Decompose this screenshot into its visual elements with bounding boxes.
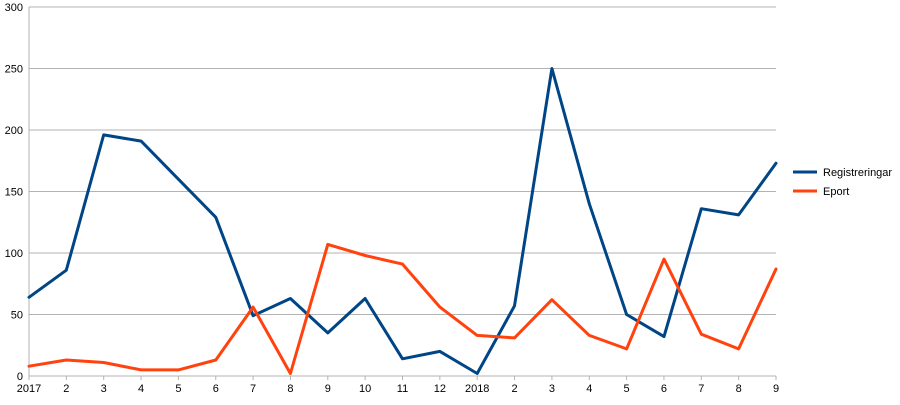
y-tick-label: 250	[5, 64, 23, 76]
data-point-eport	[700, 333, 703, 336]
data-point-eport	[662, 258, 665, 261]
data-point-registreringar	[700, 207, 703, 210]
data-point-registreringar	[438, 350, 441, 353]
series-line-eport	[27, 242, 778, 375]
data-point-eport	[438, 306, 441, 309]
data-point-eport	[588, 334, 591, 337]
data-point-eport	[625, 347, 628, 350]
x-tick-label: 6	[661, 383, 667, 395]
legend: Registreringar Eport	[793, 167, 892, 198]
x-tick-label: 7	[250, 383, 256, 395]
data-point-registreringar	[326, 331, 329, 334]
data-point-registreringar	[364, 297, 367, 300]
data-point-registreringar	[401, 357, 404, 360]
series-line-registreringar	[27, 67, 778, 375]
data-point-eport	[364, 254, 367, 257]
data-point-registreringar	[140, 140, 143, 143]
x-tick-label: 5	[624, 383, 630, 395]
data-point-registreringar	[65, 269, 68, 272]
y-tick-label: 200	[5, 125, 23, 137]
data-point-eport	[214, 359, 217, 362]
data-point-registreringar	[775, 162, 778, 165]
y-tick-label: 100	[5, 248, 23, 260]
data-point-registreringar	[550, 67, 553, 70]
data-point-eport	[140, 368, 143, 371]
data-point-eport	[252, 306, 255, 309]
data-point-eport	[775, 267, 778, 270]
x-tick-label: 4	[586, 383, 592, 395]
series	[27, 67, 778, 375]
x-tick-label: 2	[511, 383, 517, 395]
x-tick-label: 2	[63, 383, 69, 395]
x-tick-label: 8	[287, 383, 293, 395]
y-tick-label: 150	[5, 187, 23, 199]
y-tick-label: 50	[11, 310, 23, 322]
data-point-registreringar	[177, 178, 180, 181]
x-tick-label: 2018	[465, 383, 489, 395]
x-tick-label: 4	[138, 383, 144, 395]
data-point-registreringar	[476, 372, 479, 375]
data-point-registreringar	[588, 202, 591, 205]
x-tick-label: 10	[359, 383, 371, 395]
x-tick-label: 7	[698, 383, 704, 395]
data-point-registreringar	[662, 335, 665, 338]
y-tick-label: 300	[5, 2, 23, 14]
data-point-eport	[401, 263, 404, 266]
x-tick-label: 9	[773, 383, 779, 395]
data-point-eport	[102, 361, 105, 364]
x-tick-label: 3	[101, 383, 107, 395]
data-point-registreringar	[102, 133, 105, 136]
data-point-registreringar	[289, 297, 292, 300]
data-point-registreringar	[513, 304, 516, 307]
data-point-registreringar	[28, 296, 31, 299]
axes: 0 50 100 150 200 250 300 2017 2 3 4 5 6 7 8 9 10 11 12 2018…	[5, 2, 779, 395]
data-point-eport	[326, 243, 329, 246]
x-tick-label: 9	[325, 383, 331, 395]
legend-label: Eport	[823, 186, 849, 198]
data-point-eport	[476, 334, 479, 337]
x-tick-label: 3	[549, 383, 555, 395]
x-tick-label: 6	[213, 383, 219, 395]
data-point-eport	[289, 372, 292, 375]
data-point-eport	[28, 365, 31, 368]
data-point-registreringar	[252, 314, 255, 317]
grid	[29, 6, 776, 377]
legend-label: Registreringar	[823, 167, 892, 179]
x-tick-label: 12	[434, 383, 446, 395]
data-point-eport	[65, 359, 68, 362]
x-tick-label: 8	[736, 383, 742, 395]
data-point-registreringar	[214, 216, 217, 219]
data-point-eport	[737, 347, 740, 350]
x-tick-label: 2017	[17, 383, 41, 395]
data-point-eport	[177, 368, 180, 371]
x-tick-label: 5	[175, 383, 181, 395]
data-point-eport	[550, 298, 553, 301]
data-point-eport	[513, 336, 516, 339]
y-tick-label: 0	[17, 371, 23, 383]
x-tick-label: 11	[397, 383, 408, 395]
data-point-registreringar	[625, 313, 628, 316]
data-point-registreringar	[737, 213, 740, 216]
